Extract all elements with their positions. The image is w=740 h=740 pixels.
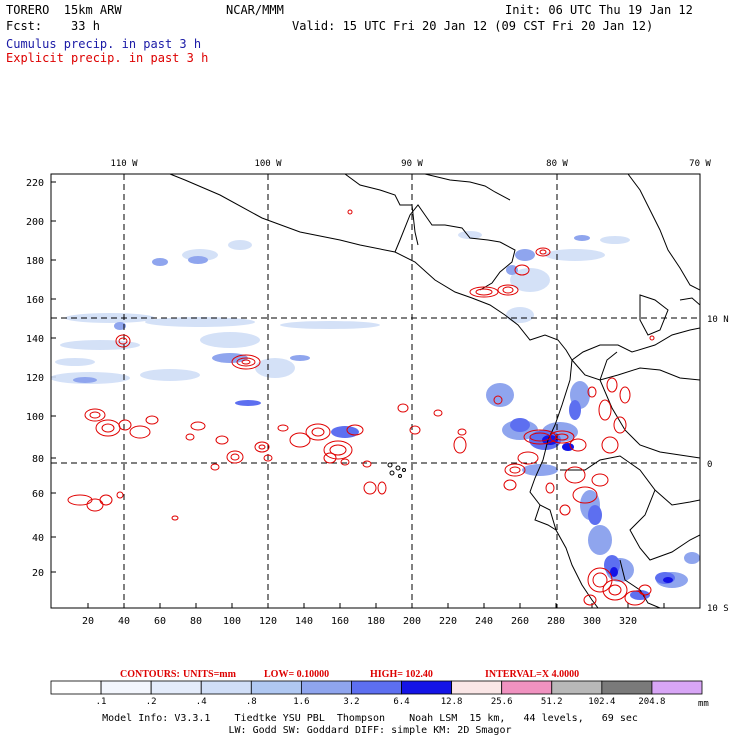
x-tick: 140	[295, 616, 313, 627]
colorbar-swatch	[300, 680, 352, 695]
colorbar-swatch	[200, 680, 252, 695]
x-tick: 160	[331, 616, 349, 627]
contour-low: LOW= 0.10000	[264, 669, 329, 680]
contour-units: UNITS=mm	[183, 669, 237, 680]
colorbar-label: .2	[146, 697, 157, 707]
y-tick: 80	[32, 454, 44, 465]
colorbar-label: 51.2	[541, 697, 563, 707]
colorbar-swatch	[351, 680, 402, 695]
map-frame	[50, 173, 701, 609]
colorbar-unit: mm	[698, 699, 709, 709]
x-tick: 100	[223, 616, 241, 627]
colorbar-swatch	[501, 680, 553, 695]
lat-label-10n: 10 N	[707, 315, 729, 325]
x-axis-ticks: 20 40 60 80 100 120 140 160 180 200 220 …	[82, 616, 637, 627]
colorbar-label: .8	[246, 697, 257, 707]
field-cumulus-label: Cumulus precip. in past 3 h	[6, 37, 202, 51]
contour-info: CONTOURS: UNITS=mm LOW= 0.10000 HIGH= 10…	[120, 669, 579, 680]
x-tick: 80	[190, 616, 202, 627]
contour-interval: INTERVAL=X 4.0000	[485, 669, 579, 680]
contour-label: CONTOURS:	[120, 669, 180, 680]
y-tick: 140	[26, 334, 44, 345]
coastlines	[169, 174, 700, 608]
colorbar-label: .1	[96, 697, 107, 707]
model-title: TORERO 15km ARW	[6, 3, 122, 17]
y-axis-ticks: 20 40 60 80 100 120 140 160 180 200 220	[26, 178, 44, 579]
lat-label-10s: 10 S	[707, 604, 729, 614]
lon-label-80w: 80 W	[546, 159, 568, 169]
lat-label-eq: 0	[707, 460, 712, 470]
x-tick: 20	[82, 616, 94, 627]
init-time: Init: 06 UTC Thu 19 Jan 12	[505, 3, 693, 17]
colorbar-swatch	[601, 680, 653, 695]
x-tick: 260	[511, 616, 529, 627]
colorbar-swatch	[551, 680, 603, 695]
y-tick: 160	[26, 295, 44, 306]
y-tick: 100	[26, 412, 44, 423]
lon-label-110w: 110 W	[110, 159, 138, 169]
colorbar-swatch	[150, 680, 202, 695]
colorbar-label: 102.4	[588, 697, 615, 707]
colorbar-label: 3.2	[343, 697, 359, 707]
y-tick: 200	[26, 217, 44, 228]
y-tick: 20	[32, 568, 44, 579]
x-tick: 240	[475, 616, 493, 627]
colorbar-swatch	[651, 680, 703, 695]
organization-label: NCAR/MMM	[226, 3, 284, 17]
x-tick: 220	[439, 616, 457, 627]
contour-high: HIGH= 102.40	[370, 669, 433, 680]
colorbar-swatch	[451, 680, 503, 695]
x-axis-tickmarks	[87, 603, 665, 608]
x-tick: 120	[259, 616, 277, 627]
colorbar-swatch	[50, 680, 102, 695]
colorbar-label: 6.4	[393, 697, 409, 707]
y-tick: 220	[26, 178, 44, 189]
physics-info: LW: Godd SW: Goddard DIFF: simple KM: 2D…	[228, 725, 512, 736]
explicit-precip-contours	[67, 209, 655, 606]
colorbar-label: 204.8	[638, 697, 665, 707]
x-tick: 60	[154, 616, 166, 627]
colorbar-swatch	[100, 680, 152, 695]
y-tick: 60	[32, 489, 44, 500]
x-tick: 180	[367, 616, 385, 627]
cumulus-precip-shading	[51, 231, 700, 600]
colorbar-swatch	[401, 680, 453, 695]
y-tick: 40	[32, 533, 44, 544]
x-tick: 320	[619, 616, 637, 627]
colorbar-label: 25.6	[491, 697, 513, 707]
field-explicit-label: Explicit precip. in past 3 h	[6, 51, 209, 65]
x-tick: 40	[118, 616, 130, 627]
lat-lon-grid	[51, 174, 700, 608]
lon-label-90w: 90 W	[401, 159, 423, 169]
forecast-hour: Fcst: 33 h	[6, 19, 100, 33]
colorbar-swatch	[250, 680, 302, 695]
x-tick: 300	[583, 616, 601, 627]
valid-time: Valid: 15 UTC Fri 20 Jan 12 (09 CST Fri …	[292, 19, 654, 33]
x-tick: 200	[403, 616, 421, 627]
x-tick: 280	[547, 616, 565, 627]
lon-label-100w: 100 W	[254, 159, 282, 169]
y-tick: 120	[26, 373, 44, 384]
lon-label-70w: 70 W	[689, 159, 711, 169]
colorbar-label: .4	[196, 697, 207, 707]
colorbar-label: 1.6	[293, 697, 309, 707]
y-tick: 180	[26, 256, 44, 267]
colorbar: .1 .2 .4 .8 1.6 3.2 6.4 12.8 25.6 51.2 102.4 204.8	[50, 680, 703, 707]
model-info: Model Info: V3.3.1 Tiedtke YSU PBL Thomp…	[102, 713, 638, 724]
colorbar-label: 12.8	[441, 697, 463, 707]
